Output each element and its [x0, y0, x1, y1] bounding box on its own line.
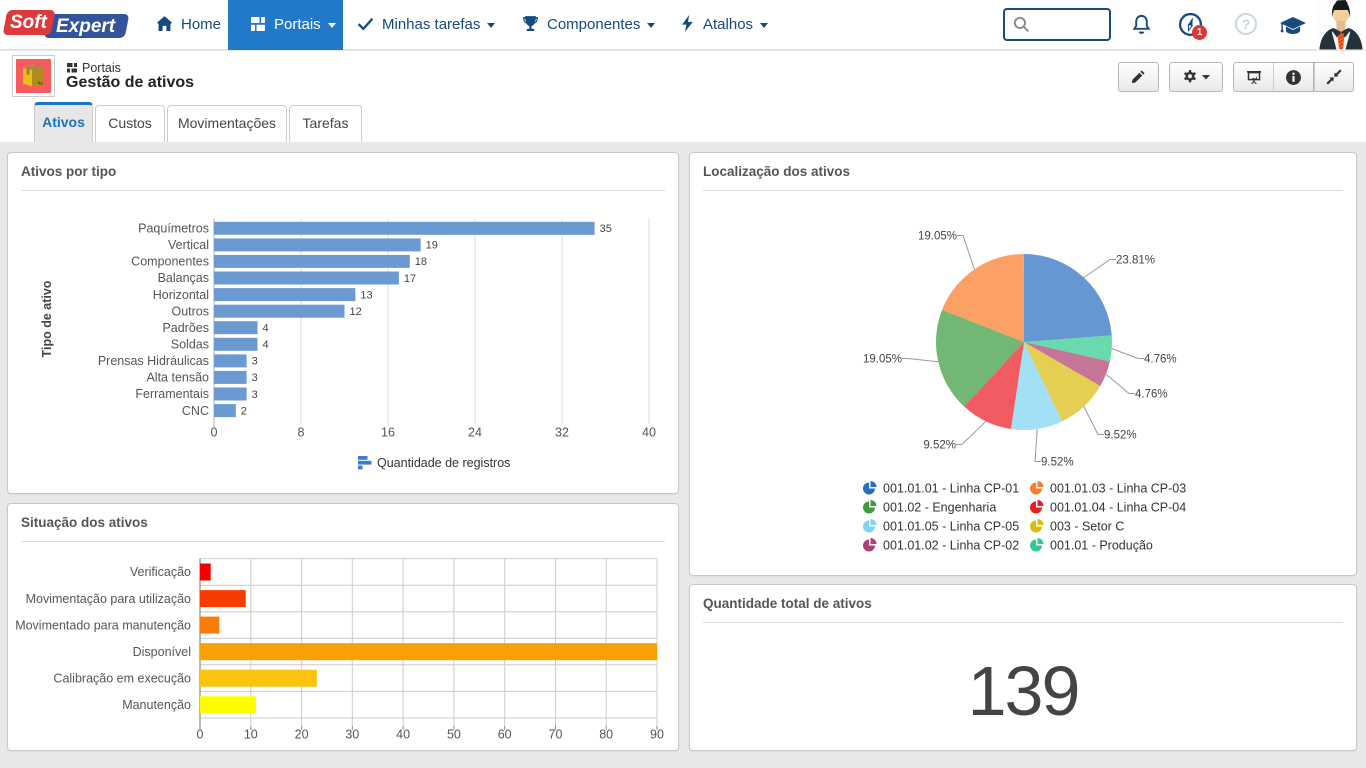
svg-text:Paquímetros: Paquímetros — [138, 222, 209, 236]
svg-text:4: 4 — [263, 323, 269, 335]
svg-text:Outros: Outros — [171, 304, 209, 318]
svg-text:Padrões: Padrões — [162, 321, 209, 335]
svg-text:Balanças: Balanças — [158, 271, 209, 285]
svg-text:80: 80 — [599, 728, 613, 742]
svg-text:0: 0 — [197, 728, 204, 742]
svg-text:23.81%: 23.81% — [1116, 255, 1155, 267]
svg-text:20: 20 — [295, 728, 309, 742]
svg-text:Movimentação para utilização: Movimentação para utilização — [26, 592, 191, 606]
svg-text:001.01.01 - Linha CP-01: 001.01.01 - Linha CP-01 — [883, 482, 1019, 496]
svg-text:Quantidade de registros: Quantidade de registros — [377, 456, 510, 470]
svg-text:50: 50 — [447, 728, 461, 742]
svg-text:001.01 - Produção: 001.01 - Produção — [1050, 539, 1153, 553]
svg-text:18: 18 — [415, 256, 427, 268]
svg-text:0: 0 — [211, 426, 218, 440]
svg-text:3: 3 — [252, 372, 258, 384]
svg-text:35: 35 — [600, 223, 612, 235]
svg-text:Alta tensão: Alta tensão — [146, 371, 209, 385]
svg-text:001.01.03 - Linha CP-03: 001.01.03 - Linha CP-03 — [1050, 482, 1186, 496]
svg-text:8: 8 — [298, 426, 305, 440]
svg-text:12: 12 — [350, 306, 362, 318]
svg-text:19.05%: 19.05% — [863, 354, 902, 366]
svg-text:16: 16 — [381, 426, 395, 440]
svg-text:9.52%: 9.52% — [923, 440, 956, 452]
svg-text:70: 70 — [549, 728, 563, 742]
svg-text:Soldas: Soldas — [171, 338, 209, 352]
svg-text:Tipo de ativo: Tipo de ativo — [40, 280, 54, 357]
svg-text:4.76%: 4.76% — [1135, 389, 1168, 401]
svg-text:Componentes: Componentes — [131, 255, 209, 269]
svg-text:003 - Setor C: 003 - Setor C — [1050, 520, 1124, 534]
svg-text:10: 10 — [244, 728, 258, 742]
svg-text:9.52%: 9.52% — [1104, 430, 1137, 442]
svg-text:Movimentado para manutenção: Movimentado para manutenção — [15, 618, 191, 632]
svg-text:9.52%: 9.52% — [1041, 457, 1074, 469]
svg-text:19: 19 — [426, 240, 438, 252]
svg-text:Disponível: Disponível — [133, 645, 191, 659]
svg-text:4: 4 — [263, 339, 269, 351]
svg-text:Ferramentais: Ferramentais — [135, 387, 209, 401]
svg-text:Calibração em execução: Calibração em execução — [53, 671, 191, 685]
svg-text:17: 17 — [404, 273, 416, 285]
svg-text:2: 2 — [241, 405, 247, 417]
svg-text:Manutenção: Manutenção — [122, 698, 191, 712]
svg-text:3: 3 — [252, 389, 258, 401]
svg-text:40: 40 — [396, 728, 410, 742]
svg-text:24: 24 — [468, 426, 482, 440]
svg-text:001.01.05 - Linha CP-05: 001.01.05 - Linha CP-05 — [883, 520, 1019, 534]
svg-text:40: 40 — [642, 426, 656, 440]
svg-text:60: 60 — [498, 728, 512, 742]
svg-text:19.05%: 19.05% — [918, 231, 957, 243]
svg-text:Vertical: Vertical — [168, 238, 209, 252]
svg-text:13: 13 — [360, 289, 372, 301]
svg-text:Horizontal: Horizontal — [153, 288, 209, 302]
svg-text:90: 90 — [650, 728, 664, 742]
svg-text:001.01.04 - Linha CP-04: 001.01.04 - Linha CP-04 — [1050, 501, 1186, 515]
svg-text:001.02 - Engenharia: 001.02 - Engenharia — [883, 501, 996, 515]
svg-text:3: 3 — [252, 356, 258, 368]
svg-text:Verificação: Verificação — [130, 565, 191, 579]
svg-text:Prensas Hidráulicas: Prensas Hidráulicas — [98, 354, 209, 368]
svg-text:30: 30 — [345, 728, 359, 742]
svg-text:CNC: CNC — [182, 404, 209, 418]
svg-text:001.01.02 - Linha CP-02: 001.01.02 - Linha CP-02 — [883, 539, 1019, 553]
svg-text:4.76%: 4.76% — [1144, 354, 1177, 366]
svg-text:32: 32 — [555, 426, 569, 440]
